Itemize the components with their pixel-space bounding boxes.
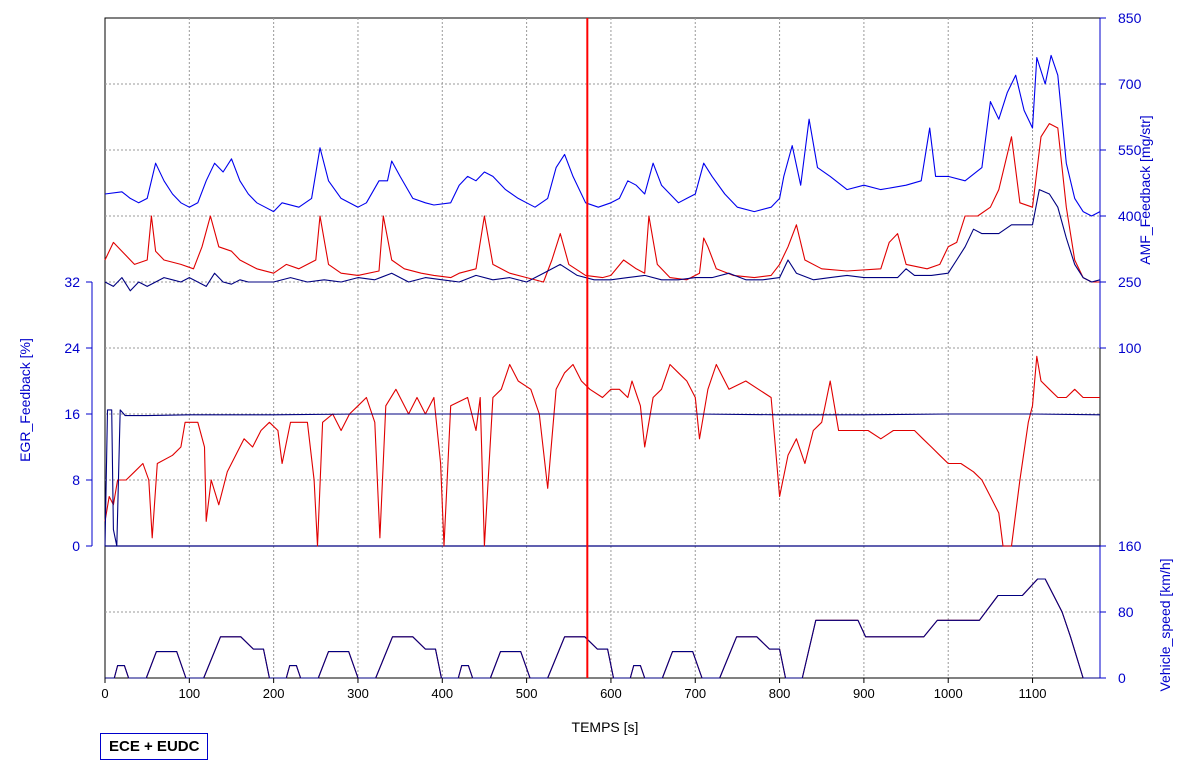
amf-series-line-1 [104, 123, 1100, 283]
x-tick-label: 600 [600, 686, 622, 701]
egr-axis-label: EGR_Feedback [%] [17, 338, 33, 462]
x-tick-label: 500 [516, 686, 538, 701]
egr-tick-label: 8 [72, 472, 80, 488]
egr-tick-label: 32 [64, 274, 80, 290]
x-tick-label: 800 [769, 686, 791, 701]
x-tick-label: 900 [853, 686, 875, 701]
legend-box: ECE + EUDC [100, 733, 209, 760]
x-axis-label: TEMPS [s] [572, 719, 639, 735]
x-tick-label: 1100 [1019, 686, 1047, 701]
x-tick-label: 700 [684, 686, 706, 701]
egr-tick-label: 24 [64, 340, 80, 356]
amf-tick-label: 850 [1118, 10, 1142, 26]
x-tick-label: 300 [347, 686, 369, 701]
speed-tick-label: 160 [1118, 538, 1142, 554]
speed-tick-label: 80 [1118, 604, 1134, 620]
egr-tick-label: 16 [64, 406, 80, 422]
egr-tick-label: 0 [72, 538, 80, 554]
amf-axis-label: AMF_Feedback [mg/str] [1137, 115, 1153, 264]
speed-tick-label: 0 [1118, 670, 1126, 686]
egr-series-line-0 [104, 355, 1100, 547]
amf-tick-label: 550 [1118, 142, 1142, 158]
speed-axis-label: Vehicle_speed [km/h] [1157, 558, 1173, 691]
amf-series-line-0 [104, 54, 1101, 217]
egr-series-line-1 [104, 409, 1101, 547]
series-layer [104, 54, 1101, 679]
x-tick-label: 100 [178, 686, 200, 701]
speed-series-line-1 [105, 578, 1100, 679]
amf-tick-label: 100 [1118, 340, 1142, 356]
amf-tick-label: 250 [1118, 274, 1142, 290]
amf-tick-label: 400 [1118, 208, 1142, 224]
axes-layer: 0 100 200 300 400 500 600 700 800 900 1000 11001002… [64, 10, 1141, 701]
x-tick-label: 0 [101, 686, 108, 701]
x-tick-label: 1000 [934, 686, 963, 701]
x-tick-label: 200 [263, 686, 285, 701]
amf-tick-label: 700 [1118, 76, 1142, 92]
amf-series-line-2 [104, 189, 1101, 292]
x-tick-label: 400 [431, 686, 453, 701]
